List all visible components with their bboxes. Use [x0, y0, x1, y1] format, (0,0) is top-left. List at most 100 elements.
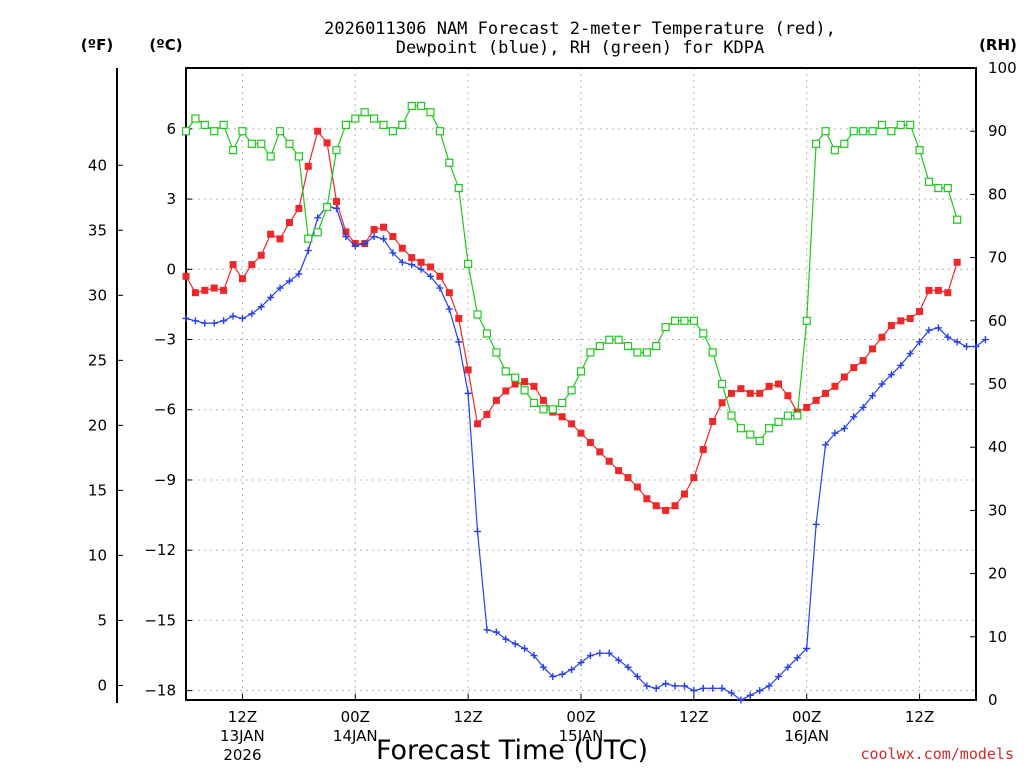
dewpoint-point [878, 380, 886, 388]
dewpoint-point [568, 666, 576, 674]
x-tick-date-label: 13JAN [220, 727, 265, 745]
rh-tick-label: 50 [988, 375, 1007, 393]
temperature-point [201, 286, 209, 294]
x-tick-year-label: 2026 [223, 746, 261, 764]
x-axis-title: Forecast Time (UTC) [376, 735, 648, 766]
temperature-point [934, 286, 942, 294]
rh-point [473, 310, 482, 319]
rh-point [529, 398, 539, 408]
x-tick-label: 12Z [453, 708, 482, 726]
rh-point [802, 316, 811, 325]
dewpoint-point [314, 214, 322, 222]
dewpoint-point [417, 265, 425, 273]
temperature-point [605, 457, 613, 465]
dewpoint-point [699, 684, 707, 692]
rh-point [238, 127, 247, 136]
rh-tick-label: 10 [988, 628, 1007, 646]
dewpoint-point [605, 649, 613, 657]
dewpoint-point [680, 682, 688, 690]
dewpoint-point [615, 656, 623, 664]
temperature-point [380, 223, 387, 231]
temperature-point [633, 483, 641, 491]
temperature-point [652, 502, 660, 510]
rh-tick-label: 20 [988, 565, 1007, 583]
dewpoint-point [944, 333, 952, 341]
rh-point [369, 114, 379, 123]
rh-point [435, 127, 445, 136]
rh-point [332, 146, 341, 155]
rh-point [379, 120, 388, 129]
dewpoint-point [229, 312, 237, 320]
x-tick-date-label: 15JAN [559, 727, 604, 745]
temperature-line [185, 129, 958, 512]
rh-point [614, 335, 623, 344]
dewpoint-point [380, 235, 387, 243]
rh-point [313, 228, 322, 237]
dewpoint-point [408, 261, 416, 269]
dewpoint-point [963, 343, 971, 351]
dewpoint-point [201, 319, 209, 327]
rh-tick-label: 30 [988, 501, 1007, 519]
dewpoint-point [502, 635, 510, 643]
temperature-point [831, 382, 839, 390]
dewpoint-point [474, 527, 482, 535]
rh-tick-label: 90 [988, 122, 1007, 140]
dewpoint-point [182, 314, 190, 322]
rh-point [859, 127, 868, 136]
rh-tick-label: 60 [988, 312, 1007, 330]
rh-point [943, 183, 952, 193]
rh-point [266, 152, 275, 161]
dewpoint-point [511, 640, 519, 648]
temperature-point [436, 272, 444, 280]
dewpoint-point [662, 680, 670, 688]
temperature-point [427, 263, 435, 271]
temperature-point [699, 446, 707, 454]
dewpoint-point [596, 649, 604, 657]
dewpoint-point [709, 684, 717, 692]
rh-point [417, 101, 426, 111]
temperature-point [897, 317, 905, 325]
rh-point [511, 373, 520, 382]
dewpoint-point [737, 696, 745, 704]
temperature-point [408, 254, 416, 262]
x-tick-label: 00Z [566, 708, 595, 726]
temperature-point [229, 261, 237, 269]
temperature-point [765, 382, 773, 390]
rh-point [567, 386, 576, 395]
dewpoint-point [267, 293, 275, 301]
x-tick-date-label: 14JAN [333, 727, 378, 745]
celsius-tick-label: −9 [154, 471, 176, 489]
temperature-point [342, 228, 350, 236]
temperature-series [182, 127, 961, 514]
temperature-point [680, 490, 688, 498]
dewpoint-point [981, 336, 989, 344]
credit-text: coolwx.com/models [860, 745, 1014, 763]
rh-point [652, 341, 661, 351]
rh-point [398, 120, 407, 129]
celsius-tick-label: 0 [166, 260, 176, 278]
rh-point [445, 158, 454, 167]
dewpoint-point [718, 684, 726, 692]
rh-point [680, 316, 689, 325]
dewpoint-point [210, 319, 218, 327]
dewpoint-point [361, 240, 369, 248]
temperature-point [671, 502, 679, 510]
rh-point [840, 139, 849, 148]
dewpoint-point [831, 429, 839, 437]
dewpoint-point [295, 270, 303, 278]
rh-point [764, 424, 774, 433]
dewpoint-point [840, 424, 848, 432]
temperature-point [840, 373, 848, 381]
rh-point [228, 146, 238, 155]
celsius-tick-label: 3 [166, 190, 176, 208]
dewpoint-point [690, 687, 698, 695]
rh-point [576, 367, 586, 376]
rh-point [595, 341, 604, 351]
temperature-point [238, 275, 246, 283]
rh-point [285, 139, 294, 148]
rh-point [623, 341, 633, 351]
rh-point [210, 127, 219, 136]
rh-point [482, 329, 492, 338]
rh-point [812, 139, 821, 148]
